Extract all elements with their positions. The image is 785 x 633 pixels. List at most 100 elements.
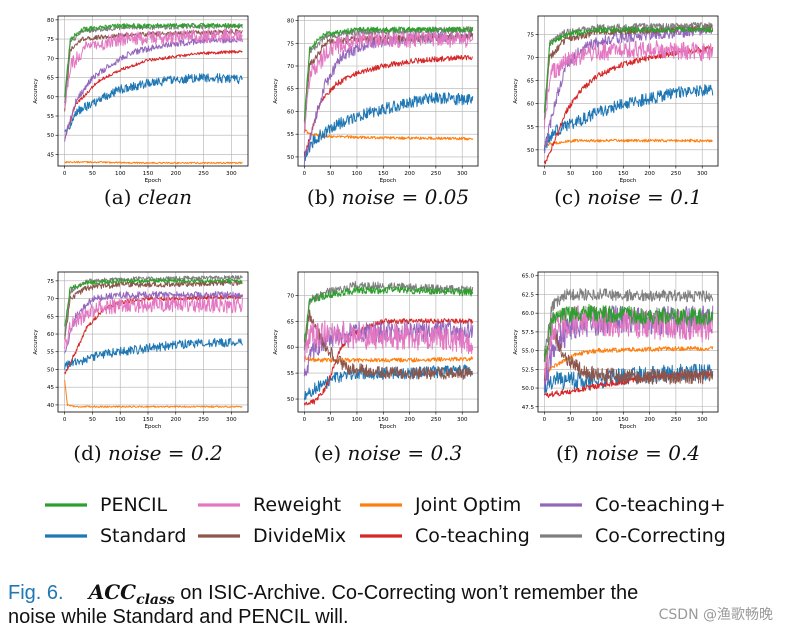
acc-class-symbol: ACCclass bbox=[88, 580, 175, 608]
series-line-dividemix bbox=[64, 279, 243, 340]
y-tick-label: 70 bbox=[47, 56, 54, 62]
y-tick-label: 60 bbox=[287, 345, 294, 351]
y-tick-label: 55 bbox=[47, 350, 54, 356]
x-tick-label: 50 bbox=[327, 417, 334, 423]
y-tick-label: 65 bbox=[47, 76, 54, 82]
x-tick-label: 250 bbox=[431, 417, 442, 423]
series-line-dividemix bbox=[303, 309, 474, 380]
series-line-pencil bbox=[303, 286, 474, 341]
y-tick-label: 50 bbox=[47, 133, 54, 139]
series-line-co-teaching- bbox=[64, 36, 243, 142]
y-tick-label: 57.5 bbox=[522, 330, 535, 336]
y-tick-label: 75 bbox=[47, 37, 54, 43]
chart-panel-b: 0 50 100 150 200 250 300 50 55 60 65 70 75 80 Epoch Acc… bbox=[273, 15, 479, 209]
y-tick-label: 75 bbox=[527, 32, 534, 38]
series-line-co-correcting bbox=[64, 23, 243, 103]
y-tick-label: 50 bbox=[287, 155, 294, 161]
series-line-joint-optim bbox=[543, 345, 714, 375]
x-tick-label: 300 bbox=[457, 417, 468, 423]
caption-text-1: on ISIC-Archive. Co-Correcting won’t rem… bbox=[174, 582, 639, 604]
x-tick-label: 0 bbox=[63, 171, 67, 177]
x-tick-label: 300 bbox=[457, 171, 468, 177]
subcaption-text: noise = 0.1 bbox=[587, 185, 702, 209]
x-tick-label: 50 bbox=[89, 417, 96, 423]
series-line-joint-optim bbox=[303, 128, 474, 141]
y-tick-label: 65 bbox=[47, 314, 54, 320]
series-line-pencil bbox=[64, 22, 243, 98]
y-axis-label: Accuracy bbox=[273, 78, 279, 104]
y-tick-label: 55.0 bbox=[522, 349, 535, 355]
legend-entry: Co-teaching+ bbox=[595, 494, 726, 516]
x-tick-label: 150 bbox=[618, 417, 629, 423]
x-tick-label: 200 bbox=[404, 417, 415, 423]
x-axis-label: Epoch bbox=[145, 178, 162, 184]
acc-symbol-main: ACC bbox=[88, 580, 137, 604]
subcaption-d: (d) noise = 0.2 bbox=[73, 441, 222, 465]
series-line-joint-optim bbox=[304, 355, 474, 363]
y-axis-label: Accuracy bbox=[513, 329, 519, 355]
legend-entry: Joint Optim bbox=[414, 494, 521, 516]
y-tick-label: 55 bbox=[527, 125, 534, 131]
x-tick-label: 100 bbox=[592, 417, 603, 423]
subcaption-f: (f) noise = 0.4 bbox=[556, 441, 700, 465]
y-tick-label: 65.0 bbox=[522, 274, 535, 280]
x-tick-label: 300 bbox=[226, 417, 237, 423]
chart-panel-f: 0 50 100 150 200 250 300 47.5 50.0 52.5 55.0 57.5 60… bbox=[513, 271, 719, 465]
series-line-co-teaching bbox=[64, 49, 243, 140]
x-tick-label: 0 bbox=[543, 171, 547, 177]
x-tick-label: 150 bbox=[378, 417, 389, 423]
plot-frame bbox=[57, 15, 249, 167]
figure-caption-line-2: noise while Standard and PENCIL will. bbox=[8, 606, 349, 628]
plot-frame bbox=[537, 271, 719, 413]
x-tick-label: 300 bbox=[697, 417, 708, 423]
acc-symbol-subscript: class bbox=[136, 592, 175, 608]
x-tick-label: 250 bbox=[671, 417, 682, 423]
y-tick-label: 55 bbox=[287, 132, 294, 138]
y-tick-label: 80 bbox=[47, 18, 54, 24]
x-axis-label: Epoch bbox=[380, 178, 397, 184]
series-line-pencil bbox=[64, 278, 243, 327]
chart-panel-e: 0 50 100 150 200 250 300 50 55 60 65 70 Epoch Accurac… bbox=[273, 271, 479, 465]
y-tick-label: 62.5 bbox=[522, 292, 535, 298]
series-line-dividemix bbox=[543, 328, 714, 385]
series-line-co-correcting bbox=[543, 288, 714, 362]
legend-entry: DivideMix bbox=[253, 525, 346, 547]
y-tick-label: 60 bbox=[287, 109, 294, 115]
x-tick-label: 200 bbox=[171, 417, 182, 423]
y-axis-label: Accuracy bbox=[33, 78, 39, 104]
y-tick-label: 50 bbox=[47, 367, 54, 373]
plot-frame bbox=[537, 15, 719, 167]
subcaption-label: (e) bbox=[314, 441, 348, 465]
series-line-reweight bbox=[64, 295, 243, 349]
subcaption-text: clean bbox=[138, 185, 192, 209]
subcaption-text: noise = 0.05 bbox=[342, 185, 469, 209]
y-tick-label: 40 bbox=[47, 403, 54, 409]
x-axis-label: Epoch bbox=[380, 424, 397, 430]
legend-entry: PENCIL bbox=[100, 494, 168, 516]
chart-panel-c: 0 50 100 150 200 250 300 50 55 60 65 70 75 Epoch Accur… bbox=[513, 15, 719, 209]
x-tick-label: 250 bbox=[198, 417, 209, 423]
series-line-co-teaching- bbox=[64, 291, 243, 354]
series-line-co-teaching bbox=[303, 54, 474, 157]
series-line-standard bbox=[543, 84, 714, 151]
y-tick-label: 60 bbox=[47, 95, 54, 101]
subcaption-label: (c) bbox=[554, 185, 587, 209]
series-line-pencil bbox=[303, 26, 474, 121]
chart-panel-a: 0 50 100 150 200 250 300 45 50 55 60 65 70 75 80 Epoch A… bbox=[33, 15, 249, 209]
series-line-joint-optim bbox=[64, 380, 243, 408]
subcaption-a: (a) clean bbox=[104, 185, 192, 209]
y-tick-label: 47.5 bbox=[522, 405, 535, 411]
x-tick-label: 0 bbox=[63, 417, 67, 423]
y-tick-label: 65 bbox=[287, 87, 294, 93]
y-tick-label: 50 bbox=[527, 148, 534, 154]
y-axis-label: Accuracy bbox=[513, 78, 519, 104]
x-tick-label: 100 bbox=[115, 171, 126, 177]
series-line-pencil bbox=[543, 26, 714, 113]
series-line-reweight bbox=[543, 40, 714, 129]
y-tick-label: 55 bbox=[47, 114, 54, 120]
x-tick-label: 250 bbox=[198, 171, 209, 177]
x-axis-label: Epoch bbox=[145, 424, 162, 430]
y-tick-label: 70 bbox=[287, 64, 294, 70]
subcaption-label: (d) bbox=[73, 441, 108, 465]
